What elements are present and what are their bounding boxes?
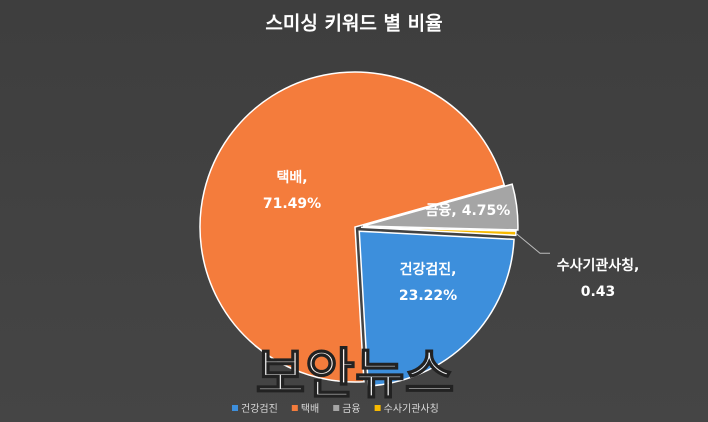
data-label: 건강검진, 23.22% [399,261,457,304]
pie-slice [199,71,506,383]
legend-label: 택배 [301,403,319,415]
pie-slice [358,230,515,387]
label-category: 금융 [426,203,452,219]
leader-line [515,232,550,254]
data-label: 택배, 71.49% [263,169,321,212]
legend-swatch [291,405,298,411]
label-separator: , [634,258,639,274]
legend: 건강검진 택배 금융 수사기관사칭 [232,403,439,415]
label-value: 23.22% [399,288,457,304]
legend-swatch [333,405,340,411]
label-category: 택배 [276,169,302,186]
pie-slice [362,183,519,231]
legend-label: 수사기관사칭 [384,403,439,415]
watermark: 보안뉴스 [256,343,455,406]
label-value: 0.43 [581,284,616,300]
legend-swatch [232,405,238,411]
data-labels: 택배, 71.49% 건강검진, 23.22% 금융, 4.75% 수사기관사칭, 0.43 [263,169,639,304]
label-category: 수사기관사칭 [557,257,634,274]
label-separator: , [302,170,307,186]
chart-title: 스미싱 키워드 별 비율 [265,13,442,35]
legend-label: 금융 [342,403,360,415]
data-label: 금융, 4.75% [426,203,511,219]
legend-label: 건강검진 [241,403,278,415]
label-separator: , [451,262,456,278]
label-separator: , [451,203,456,219]
legend-swatch [374,405,381,411]
label-value: 71.49% [263,196,321,212]
pie [199,71,519,387]
label-category: 건강검진 [400,261,452,278]
data-label: 수사기관사칭, 0.43 [557,257,640,300]
label-value: 4.75% [462,203,511,219]
